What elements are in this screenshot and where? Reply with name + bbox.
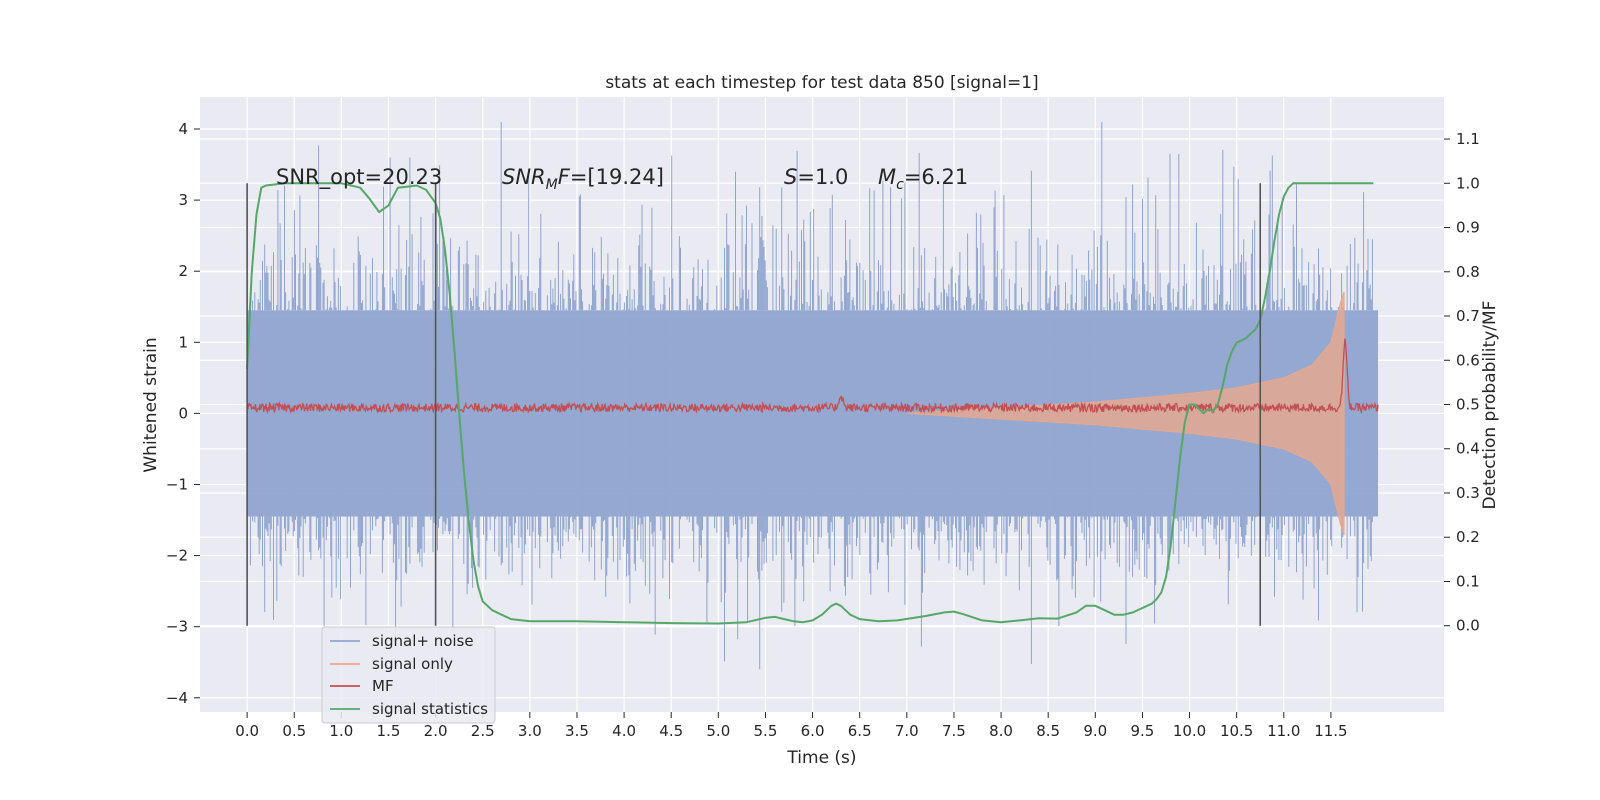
x-tick-label: 1.5: [377, 722, 401, 740]
x-tick-label: 7.0: [895, 722, 919, 740]
chart-title: stats at each timestep for test data 850…: [605, 73, 1038, 93]
legend-label-signal-noise: signal+ noise: [372, 632, 474, 650]
s-value: =1.0: [797, 165, 848, 189]
y2-tick-label: 1.1: [1456, 130, 1480, 148]
x-tick-label: 4.5: [659, 722, 683, 740]
s-symbol: S: [784, 165, 797, 189]
x-tick-label: 3.5: [565, 722, 589, 740]
snr-subscript: M: [546, 177, 558, 193]
y2-tick-label: 0.3: [1456, 484, 1480, 502]
x-tick-label: 8.5: [1036, 722, 1060, 740]
axes: 0.0 0.5 1.0 1.5 2.0 2.5 3.0 3.5 4.0 4.5 5.0 5.5 6.0 6…: [166, 120, 1480, 740]
snr-f-symbol: F=: [558, 165, 588, 189]
x-tick-label: 9.0: [1083, 722, 1107, 740]
x-tick-label: 11.5: [1314, 722, 1347, 740]
x-tick-label: 0.5: [282, 722, 306, 740]
x-tick-label: 8.0: [989, 722, 1013, 740]
y-tick-label: 0: [178, 404, 188, 422]
y-tick-label: 1: [178, 333, 188, 351]
mc-symbol: M: [878, 165, 896, 189]
y2-tick-label: 0.5: [1456, 396, 1480, 414]
mc-subscript: c: [896, 177, 904, 193]
x-tick-label: 0.0: [235, 722, 259, 740]
x-tick-label: 7.5: [942, 722, 966, 740]
y2-axis-label: Detection probability/MF: [1480, 301, 1500, 510]
x-tick-label: 3.0: [518, 722, 542, 740]
y2-tick-label: 0.4: [1456, 440, 1480, 458]
y-tick-label: 2: [178, 262, 188, 280]
annotation-s: S=1.0: [784, 165, 848, 189]
y2-tick-label: 0.1: [1456, 572, 1480, 590]
snr-mf-value: [19.24]: [587, 165, 664, 189]
y2-tick-label: 0.6: [1456, 351, 1480, 369]
y-axis-label: Whitened strain: [141, 337, 161, 472]
mc-value: =6.21: [904, 165, 968, 189]
x-tick-label: 6.5: [848, 722, 872, 740]
y2-tick-label: 0.2: [1456, 528, 1480, 546]
vertical-lines: [246, 183, 1262, 626]
x-tick-label: 10.5: [1220, 722, 1253, 740]
y-tick-label: 3: [178, 191, 188, 209]
annotation-mc: Mc=6.21: [878, 165, 968, 193]
x-tick-label: 5.5: [754, 722, 778, 740]
annotation-snr-opt: SNR_opt=20.23: [276, 165, 442, 190]
y2-tick-label: 0.9: [1456, 219, 1480, 237]
x-tick-label: 9.5: [1130, 722, 1154, 740]
y-tick-label: −4: [166, 689, 188, 707]
y2-tick-label: 0.8: [1456, 263, 1480, 281]
x-tick-label: 11.0: [1267, 722, 1300, 740]
x-axis-label: Time (s): [786, 748, 856, 768]
snr-symbol: SNR: [502, 165, 546, 189]
y2-tick-label: 0.0: [1456, 617, 1480, 635]
signal-statistics-line: [246, 182, 1374, 625]
x-tick-label: 1.0: [329, 722, 353, 740]
legend: signal+ noise signal only MF signal stat…: [321, 626, 496, 724]
y-tick-label: −2: [166, 547, 188, 565]
x-tick-label: 6.0: [801, 722, 825, 740]
x-tick-label: 2.0: [424, 722, 448, 740]
y-tick-label: 4: [178, 120, 188, 138]
legend-box: [321, 626, 496, 724]
legend-label-mf: MF: [372, 677, 394, 695]
y-tick-label: −3: [166, 618, 188, 636]
x-tick-label: 5.0: [706, 722, 730, 740]
x-tick-label: 2.5: [471, 722, 495, 740]
x-tick-label: 10.0: [1173, 722, 1206, 740]
annotation-snr-mf: SNRMF=[19.24]: [502, 165, 664, 193]
legend-label-signal-statistics: signal statistics: [372, 700, 488, 718]
y2-tick-label: 1.0: [1456, 174, 1480, 192]
y-tick-label: −1: [166, 475, 188, 493]
signal-only-envelope: [906, 291, 1345, 536]
x-tick-label: 4.0: [612, 722, 636, 740]
y2-tick-label: 0.7: [1456, 307, 1480, 325]
legend-label-signal-only: signal only: [372, 655, 453, 673]
